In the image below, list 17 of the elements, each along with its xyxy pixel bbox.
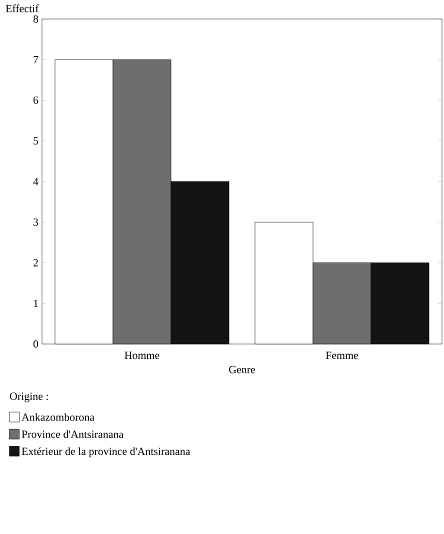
legend-label: Ankazomborona: [22, 413, 94, 421]
y-tick-label: 5: [34, 137, 38, 145]
y-tick-label: 2: [33, 259, 38, 266]
y-axis-title: Effectif: [6, 4, 39, 12]
y-tick-label: 4: [33, 178, 38, 186]
y-tick-label: 8: [33, 15, 38, 23]
x-tick-label: Homme: [124, 352, 160, 360]
x-axis-title: Genre: [229, 366, 256, 374]
legend-label: Province d'Antsiranana: [22, 430, 124, 438]
x-tick-label: Femme: [326, 352, 358, 360]
legend-title: Origine :: [10, 392, 48, 402]
legend-label: Extérieur de la province d'Antsiranana: [22, 447, 190, 458]
y-tick-label: 1: [34, 300, 38, 307]
y-tick-label: 0: [33, 340, 38, 348]
y-tick-label: 7: [34, 56, 38, 64]
y-tick-label: 6: [33, 96, 38, 104]
y-tick-label: 3: [34, 218, 38, 226]
